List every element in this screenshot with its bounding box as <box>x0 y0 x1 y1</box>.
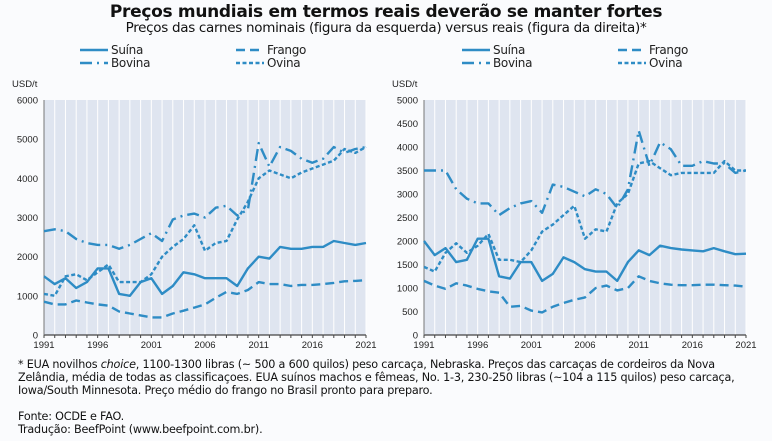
y-tick-label: 1000 <box>17 291 38 302</box>
x-tick-label: 2011 <box>628 340 648 351</box>
y-tick-label: 0 <box>413 331 418 342</box>
legend-label: Suína <box>111 43 143 57</box>
series-line-bovina <box>424 129 747 217</box>
x-tick-label: 1996 <box>87 340 108 351</box>
x-tick-label: 2001 <box>141 340 162 351</box>
series-line-suina <box>423 237 747 283</box>
footnote-italic: choice <box>100 358 136 371</box>
chart-subtitle: Preços das carnes nominais (figura da es… <box>125 20 647 36</box>
series-line-bovina <box>43 141 367 250</box>
chart-nominal: USD/t 0 1000 2000 3000 4000 5000 6000 1991 1996 20… <box>12 43 377 351</box>
y-tick-label: 3000 <box>397 190 418 201</box>
legend-label: Suína <box>493 43 525 57</box>
series-line-frango <box>43 279 367 319</box>
footnote: * EUA novilhos choice, 1100-1300 libras … <box>18 358 768 397</box>
x-tick-label: 2016 <box>302 340 323 351</box>
source: Fonte: OCDE e FAO. <box>18 410 125 423</box>
y-axis-label: USD/t <box>12 79 38 90</box>
legend-label: Frango <box>267 43 306 57</box>
y-tick-label: 4000 <box>397 143 418 154</box>
x-tick-label: 1996 <box>467 340 488 351</box>
x-tick-label: 1991 <box>413 340 434 351</box>
x-tick-label: 2006 <box>194 340 215 351</box>
series-line-ovina <box>423 159 746 273</box>
y-tick-label: 2000 <box>17 252 38 263</box>
y-tick-label: 4500 <box>397 119 418 130</box>
y-tick-label: 0 <box>33 331 38 342</box>
x-tick-label: 2021 <box>355 340 376 351</box>
series-line-frango <box>423 275 747 314</box>
y-tick-label: 6000 <box>17 96 38 107</box>
y-axis-label: USD/t <box>392 79 418 90</box>
x-tick-label: 2016 <box>682 340 703 351</box>
y-tick-label: 5000 <box>17 135 38 146</box>
footnote-text: * EUA novilhos <box>18 358 101 371</box>
y-tick-label: 1500 <box>397 260 418 271</box>
footnote-text-cont: , 1100-1300 libras (~ 500 a 600 quilos) … <box>18 358 735 397</box>
y-tick-label: 3000 <box>17 213 38 224</box>
footnotes: * EUA novilhos choice, 1100-1300 libras … <box>18 358 768 436</box>
x-tick-label: 1991 <box>33 340 54 351</box>
series-line-suina <box>43 239 367 297</box>
chart-title: Preços mundiais em termos reais deverão … <box>109 2 663 22</box>
legend-label: Frango <box>649 43 688 57</box>
legend-label: Ovina <box>267 56 300 70</box>
y-tick-label: 2500 <box>397 213 418 224</box>
y-tick-label: 2000 <box>397 237 418 248</box>
y-tick-label: 3500 <box>397 166 418 177</box>
y-tick-label: 4000 <box>17 174 38 185</box>
translation-credit: Tradução: BeefPoint (www.beefpoint.com.b… <box>18 423 263 436</box>
chart-real: USD/t 0 500 1000 1500 2000 2500 3000 3500 4000 450… <box>392 43 757 351</box>
legend-label: Bovina <box>493 56 532 70</box>
x-tick-label: 2001 <box>521 340 542 351</box>
legend-label: Bovina <box>111 56 150 70</box>
x-tick-label: 2021 <box>735 340 756 351</box>
x-tick-label: 2011 <box>248 340 268 351</box>
series-line-ovina <box>43 145 367 297</box>
x-tick-label: 2006 <box>574 340 595 351</box>
y-tick-label: 1000 <box>397 284 418 295</box>
y-tick-label: 5000 <box>397 96 418 107</box>
y-tick-label: 500 <box>402 307 418 318</box>
legend-label: Ovina <box>649 56 682 70</box>
